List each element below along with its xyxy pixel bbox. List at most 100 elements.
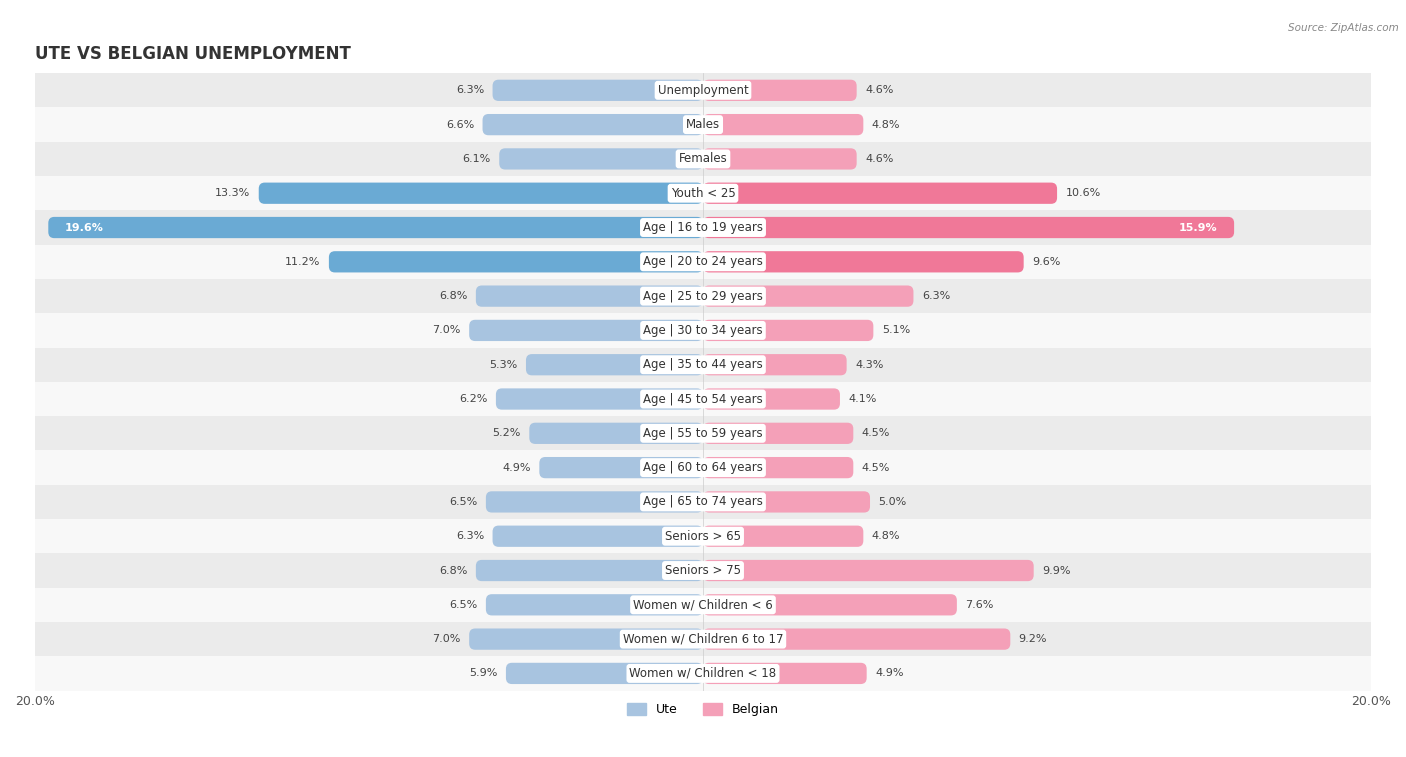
Text: Source: ZipAtlas.com: Source: ZipAtlas.com — [1288, 23, 1399, 33]
FancyBboxPatch shape — [259, 182, 703, 204]
Text: 9.6%: 9.6% — [1032, 257, 1060, 266]
FancyBboxPatch shape — [703, 182, 1057, 204]
Text: 6.5%: 6.5% — [450, 497, 478, 507]
Text: 9.2%: 9.2% — [1019, 634, 1047, 644]
Text: Age | 45 to 54 years: Age | 45 to 54 years — [643, 393, 763, 406]
Text: Age | 25 to 29 years: Age | 25 to 29 years — [643, 290, 763, 303]
Text: 6.3%: 6.3% — [456, 531, 484, 541]
Text: 4.8%: 4.8% — [872, 120, 900, 129]
Text: 10.6%: 10.6% — [1066, 188, 1101, 198]
Text: Women w/ Children < 6: Women w/ Children < 6 — [633, 598, 773, 612]
Text: 5.2%: 5.2% — [492, 428, 522, 438]
FancyBboxPatch shape — [486, 491, 703, 512]
Text: 4.3%: 4.3% — [855, 360, 883, 369]
Bar — [35, 176, 1371, 210]
FancyBboxPatch shape — [703, 594, 957, 615]
Text: 19.6%: 19.6% — [65, 223, 104, 232]
FancyBboxPatch shape — [703, 354, 846, 375]
Text: Age | 30 to 34 years: Age | 30 to 34 years — [643, 324, 763, 337]
Text: 4.6%: 4.6% — [865, 154, 893, 164]
Text: Age | 65 to 74 years: Age | 65 to 74 years — [643, 495, 763, 509]
Text: Women w/ Children < 18: Women w/ Children < 18 — [630, 667, 776, 680]
Text: 11.2%: 11.2% — [285, 257, 321, 266]
Text: 6.8%: 6.8% — [439, 291, 468, 301]
Text: 15.9%: 15.9% — [1178, 223, 1218, 232]
Text: 7.6%: 7.6% — [965, 600, 994, 610]
FancyBboxPatch shape — [703, 628, 1011, 650]
FancyBboxPatch shape — [482, 114, 703, 136]
FancyBboxPatch shape — [496, 388, 703, 410]
Bar — [35, 484, 1371, 519]
Bar — [35, 347, 1371, 382]
Text: 4.5%: 4.5% — [862, 428, 890, 438]
Bar — [35, 210, 1371, 245]
Text: Seniors > 75: Seniors > 75 — [665, 564, 741, 577]
FancyBboxPatch shape — [703, 285, 914, 307]
Text: Seniors > 65: Seniors > 65 — [665, 530, 741, 543]
FancyBboxPatch shape — [540, 457, 703, 478]
FancyBboxPatch shape — [526, 354, 703, 375]
Text: Age | 60 to 64 years: Age | 60 to 64 years — [643, 461, 763, 474]
Bar — [35, 142, 1371, 176]
Bar — [35, 107, 1371, 142]
FancyBboxPatch shape — [703, 79, 856, 101]
FancyBboxPatch shape — [475, 560, 703, 581]
Text: 5.1%: 5.1% — [882, 326, 910, 335]
FancyBboxPatch shape — [486, 594, 703, 615]
FancyBboxPatch shape — [703, 148, 856, 170]
Bar — [35, 587, 1371, 622]
Text: 13.3%: 13.3% — [215, 188, 250, 198]
FancyBboxPatch shape — [703, 319, 873, 341]
FancyBboxPatch shape — [703, 560, 1033, 581]
FancyBboxPatch shape — [48, 217, 703, 238]
Bar — [35, 519, 1371, 553]
FancyBboxPatch shape — [499, 148, 703, 170]
FancyBboxPatch shape — [703, 525, 863, 547]
FancyBboxPatch shape — [703, 491, 870, 512]
FancyBboxPatch shape — [703, 114, 863, 136]
Bar — [35, 245, 1371, 279]
Text: Unemployment: Unemployment — [658, 84, 748, 97]
Text: 4.5%: 4.5% — [862, 463, 890, 472]
Text: 7.0%: 7.0% — [433, 326, 461, 335]
Text: Youth < 25: Youth < 25 — [671, 187, 735, 200]
Text: 4.1%: 4.1% — [848, 394, 877, 404]
FancyBboxPatch shape — [703, 422, 853, 444]
FancyBboxPatch shape — [470, 628, 703, 650]
FancyBboxPatch shape — [703, 388, 839, 410]
Text: 4.9%: 4.9% — [502, 463, 531, 472]
Text: 4.8%: 4.8% — [872, 531, 900, 541]
Text: Age | 55 to 59 years: Age | 55 to 59 years — [643, 427, 763, 440]
FancyBboxPatch shape — [475, 285, 703, 307]
FancyBboxPatch shape — [703, 663, 866, 684]
Text: 7.0%: 7.0% — [433, 634, 461, 644]
Text: 6.3%: 6.3% — [456, 86, 484, 95]
Text: Females: Females — [679, 152, 727, 166]
FancyBboxPatch shape — [492, 79, 703, 101]
Text: UTE VS BELGIAN UNEMPLOYMENT: UTE VS BELGIAN UNEMPLOYMENT — [35, 45, 352, 64]
FancyBboxPatch shape — [703, 251, 1024, 273]
FancyBboxPatch shape — [703, 217, 1234, 238]
Text: 5.0%: 5.0% — [879, 497, 907, 507]
Text: Women w/ Children 6 to 17: Women w/ Children 6 to 17 — [623, 633, 783, 646]
Text: 6.5%: 6.5% — [450, 600, 478, 610]
Text: Age | 35 to 44 years: Age | 35 to 44 years — [643, 358, 763, 371]
Text: 6.2%: 6.2% — [460, 394, 488, 404]
Text: 4.9%: 4.9% — [875, 668, 904, 678]
Text: Age | 16 to 19 years: Age | 16 to 19 years — [643, 221, 763, 234]
FancyBboxPatch shape — [703, 457, 853, 478]
Text: 4.6%: 4.6% — [865, 86, 893, 95]
Text: 6.8%: 6.8% — [439, 565, 468, 575]
Text: 6.3%: 6.3% — [922, 291, 950, 301]
FancyBboxPatch shape — [470, 319, 703, 341]
Bar — [35, 313, 1371, 347]
Text: 9.9%: 9.9% — [1042, 565, 1070, 575]
Text: Males: Males — [686, 118, 720, 131]
Text: 6.6%: 6.6% — [446, 120, 474, 129]
Bar — [35, 382, 1371, 416]
Bar — [35, 656, 1371, 690]
Text: 6.1%: 6.1% — [463, 154, 491, 164]
Text: Age | 20 to 24 years: Age | 20 to 24 years — [643, 255, 763, 268]
Bar — [35, 553, 1371, 587]
FancyBboxPatch shape — [329, 251, 703, 273]
